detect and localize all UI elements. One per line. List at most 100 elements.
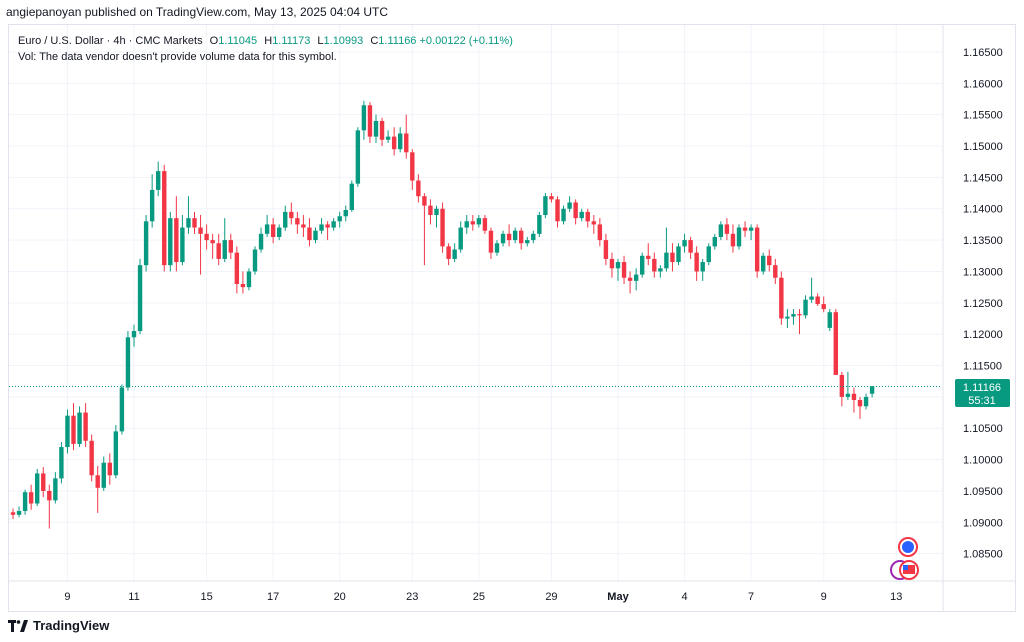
candle: [633, 268, 639, 291]
candle-body: [500, 233, 506, 244]
candle-body: [252, 249, 258, 272]
candle-body: [361, 105, 367, 131]
candle-body: [537, 215, 542, 234]
candle-body: [591, 221, 596, 225]
price-tag-countdown: 55:31: [968, 395, 996, 407]
candle-body: [621, 262, 627, 278]
candle: [585, 208, 590, 228]
candle-body: [543, 196, 548, 216]
candle: [621, 255, 627, 284]
price-tick-label: 1.09500: [963, 486, 1003, 498]
candle: [839, 371, 845, 407]
candle: [646, 243, 651, 266]
candle-body: [579, 211, 584, 219]
candle: [543, 193, 548, 219]
candle: [385, 130, 391, 143]
volume-note: Vol: The data vendor doesn't provide vol…: [18, 51, 337, 63]
candle: [845, 371, 851, 401]
last-price-tag: 1.11166 55:31: [955, 379, 1010, 407]
footer-brand-text: TradingView: [33, 618, 110, 633]
event-markers[interactable]: [890, 537, 919, 580]
open-value: 1.11045: [218, 35, 258, 47]
candle: [258, 227, 264, 253]
candle-body: [277, 227, 282, 237]
footer-brand[interactable]: TradingView: [8, 618, 109, 633]
candle: [28, 484, 34, 510]
candle: [404, 114, 409, 159]
candle: [488, 227, 494, 259]
candle: [519, 227, 524, 250]
price-tick-label: 1.16000: [963, 78, 1003, 90]
price-tick-label: 1.14500: [963, 172, 1003, 184]
candle: [833, 309, 838, 375]
candle: [277, 224, 282, 241]
candle-body: [337, 216, 342, 222]
grid-lines: [9, 25, 942, 580]
candle: [700, 258, 705, 281]
time-tick-label: 7: [748, 591, 754, 603]
candle-body: [119, 387, 125, 432]
candle: [10, 508, 16, 520]
candle: [391, 127, 397, 156]
candle-body: [198, 227, 203, 234]
high-label: H: [264, 35, 273, 47]
candle-body: [640, 255, 645, 275]
candle-body: [355, 130, 361, 184]
candle-body: [446, 246, 451, 259]
candle-body: [89, 440, 94, 476]
time-tick-label: 29: [545, 591, 557, 603]
candle-body: [385, 136, 391, 140]
candle-body: [270, 224, 276, 237]
published-by-line: angiepanoyan published on TradingView.co…: [6, 5, 389, 19]
candle-body: [519, 230, 524, 244]
candle-body: [845, 393, 851, 397]
candle: [754, 224, 760, 278]
candle: [107, 453, 112, 485]
candle: [410, 149, 415, 190]
candle-body: [283, 211, 288, 228]
candle-body: [525, 240, 530, 244]
candle: [343, 205, 348, 222]
candle-body: [603, 240, 609, 259]
tradingview-logo-icon: [8, 619, 28, 632]
candles: [10, 100, 875, 529]
candle-body: [470, 221, 475, 225]
candle-body: [488, 230, 494, 253]
candle-body: [748, 227, 754, 231]
candle: [83, 403, 88, 448]
high-value: 1.11173: [272, 35, 311, 47]
candle-body: [664, 252, 669, 269]
time-axis: 9 11 15 17 20 23 25 29 May 4 7 9 13: [9, 580, 1015, 603]
candle-body: [210, 240, 215, 244]
candle-body: [131, 331, 137, 338]
candle: [101, 456, 106, 491]
price-tick-label: 1.15000: [963, 141, 1003, 153]
price-tick-label: 1.14000: [963, 204, 1003, 216]
price-tick-label: 1.10000: [963, 455, 1003, 467]
candle-body: [452, 249, 457, 259]
candle-body: [561, 208, 566, 222]
candle-body: [458, 227, 463, 250]
candle-body: [83, 412, 88, 441]
candle: [125, 331, 131, 391]
candle: [658, 265, 663, 278]
candle-body: [827, 312, 832, 328]
candle-body: [785, 316, 790, 319]
candle: [470, 215, 475, 231]
candle: [210, 233, 215, 259]
symbol-description[interactable]: Euro / U.S. Dollar · 4h · CMC Markets: [18, 35, 203, 47]
candle: [506, 224, 512, 247]
candle-body: [688, 240, 693, 253]
candle: [192, 211, 197, 234]
candle-body: [258, 233, 264, 250]
candle: [676, 243, 681, 266]
time-tick-label: 20: [334, 591, 346, 603]
candle: [289, 202, 294, 225]
candle-body: [416, 180, 421, 197]
candle-body: [700, 262, 705, 272]
chart-frame: [8, 24, 1016, 612]
candle: [688, 236, 693, 259]
chart-legend: Euro / U.S. Dollar · 4h · CMC Markets O1…: [18, 33, 513, 65]
candle: [718, 221, 724, 241]
